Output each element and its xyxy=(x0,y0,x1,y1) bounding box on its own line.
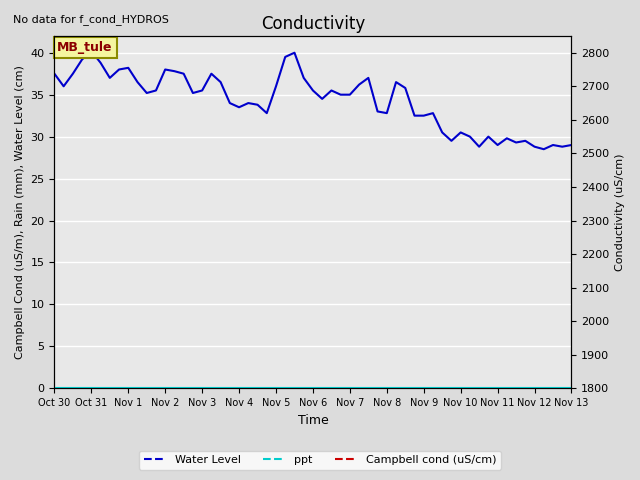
Y-axis label: Conductivity (uS/cm): Conductivity (uS/cm) xyxy=(615,154,625,271)
X-axis label: Time: Time xyxy=(298,414,328,427)
Legend: Water Level, ppt, Campbell cond (uS/cm): Water Level, ppt, Campbell cond (uS/cm) xyxy=(140,451,500,469)
Title: Conductivity: Conductivity xyxy=(261,15,365,33)
Text: No data for f_cond_HYDROS: No data for f_cond_HYDROS xyxy=(13,14,169,25)
Y-axis label: Campbell Cond (uS/m), Rain (mm), Water Level (cm): Campbell Cond (uS/m), Rain (mm), Water L… xyxy=(15,65,25,359)
Text: MB_tule: MB_tule xyxy=(58,41,113,54)
